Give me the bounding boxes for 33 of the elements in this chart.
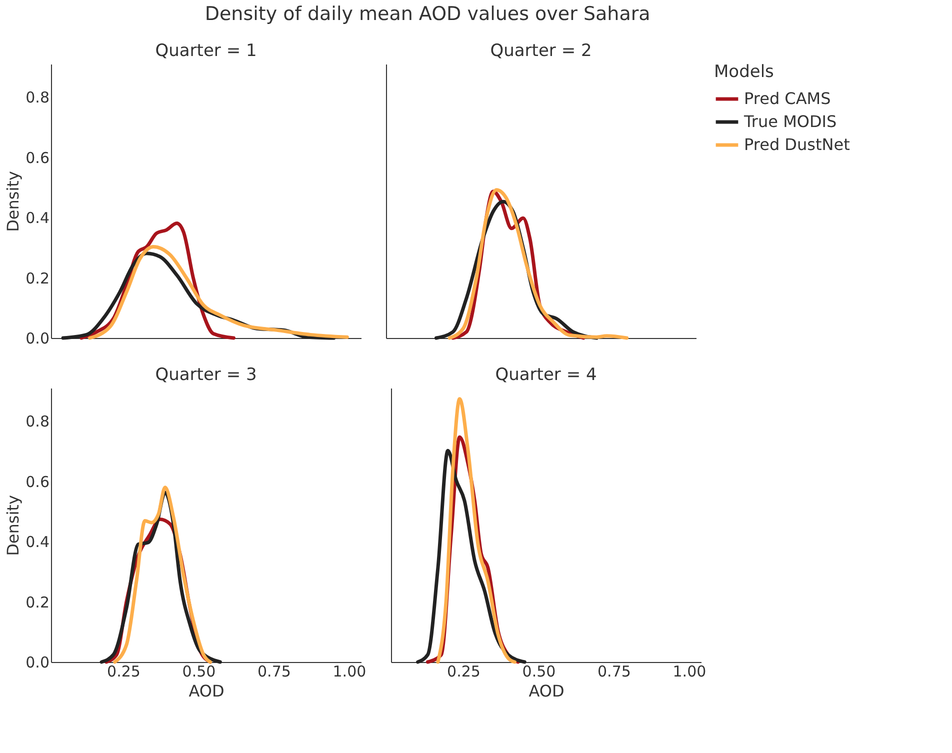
- legend-title: Models: [714, 62, 774, 82]
- y-tick-label: 0.6: [26, 148, 50, 167]
- legend-label: Pred DustNet: [744, 135, 850, 154]
- line-series: [88, 245, 349, 340]
- y-tick-label: 0.6: [26, 472, 50, 491]
- legend-label: Pred CAMS: [744, 89, 831, 108]
- y-axis-title: Density: [4, 495, 23, 556]
- text: Density of daily mean AOD values over Sahara: [204, 3, 650, 25]
- y-tick-label: 0.4: [26, 533, 50, 552]
- legend-label: True MODIS: [743, 112, 837, 131]
- x-tick-label: 0.25: [447, 662, 480, 680]
- x-tick-label: 1.00: [332, 662, 366, 680]
- x-tick-label: 0.25: [107, 662, 140, 680]
- y-tick-label: 0.2: [26, 269, 50, 288]
- chart-title: Quarter = 3: [155, 365, 257, 385]
- y-tick-label: 0.8: [26, 412, 50, 431]
- x-tick-label: 0.75: [598, 662, 631, 680]
- line-series: [113, 486, 212, 664]
- x-tick-label: 1.00: [672, 662, 706, 680]
- chart-title: Quarter = 4: [495, 365, 597, 385]
- y-tick-label: 0.4: [26, 209, 50, 228]
- x-axis-title: AOD: [528, 682, 564, 700]
- x-tick-label: 0.50: [182, 662, 216, 680]
- y-tick-label: 0.0: [26, 330, 50, 348]
- y-tick-label: 0.2: [26, 593, 50, 612]
- y-axis-title: Density: [4, 171, 23, 232]
- chart-title: Quarter = 1: [155, 41, 257, 61]
- chart-title: Quarter = 2: [490, 41, 592, 61]
- x-tick-label: 0.50: [522, 662, 556, 680]
- x-tick-label: 0.75: [258, 662, 291, 680]
- x-axis-title: AOD: [188, 682, 224, 700]
- y-tick-label: 0.0: [26, 654, 50, 672]
- y-tick-label: 0.8: [26, 88, 50, 107]
